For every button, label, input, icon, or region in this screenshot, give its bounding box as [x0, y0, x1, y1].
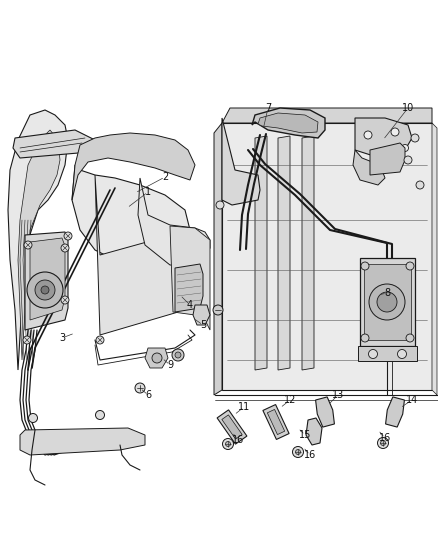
- Circle shape: [175, 352, 181, 358]
- Circle shape: [23, 336, 31, 344]
- Polygon shape: [258, 113, 318, 133]
- Text: 10: 10: [402, 103, 414, 113]
- Circle shape: [96, 336, 104, 344]
- Polygon shape: [353, 150, 385, 185]
- Polygon shape: [13, 130, 95, 158]
- Circle shape: [41, 286, 49, 294]
- Circle shape: [398, 350, 406, 359]
- Polygon shape: [360, 258, 415, 346]
- Polygon shape: [385, 397, 404, 427]
- Circle shape: [404, 156, 412, 164]
- Circle shape: [381, 440, 385, 446]
- Polygon shape: [72, 133, 195, 200]
- Polygon shape: [267, 409, 285, 434]
- Circle shape: [35, 280, 55, 300]
- Circle shape: [223, 439, 233, 449]
- Polygon shape: [18, 130, 60, 360]
- Text: 6: 6: [145, 390, 151, 400]
- Circle shape: [368, 350, 378, 359]
- Circle shape: [172, 349, 184, 361]
- Circle shape: [64, 232, 72, 240]
- Circle shape: [369, 284, 405, 320]
- Text: 8: 8: [384, 288, 390, 298]
- Polygon shape: [255, 136, 267, 370]
- Circle shape: [296, 449, 300, 455]
- Circle shape: [402, 144, 409, 151]
- Polygon shape: [30, 238, 65, 320]
- Text: 15: 15: [299, 430, 311, 440]
- Polygon shape: [138, 178, 210, 265]
- Text: 1: 1: [145, 187, 151, 197]
- Polygon shape: [358, 346, 417, 361]
- Circle shape: [361, 334, 369, 342]
- Polygon shape: [222, 108, 432, 123]
- Circle shape: [364, 131, 372, 139]
- Circle shape: [226, 441, 230, 447]
- Text: 2: 2: [162, 172, 168, 182]
- Polygon shape: [222, 118, 260, 205]
- Polygon shape: [222, 415, 242, 439]
- Polygon shape: [8, 110, 68, 370]
- Polygon shape: [263, 405, 289, 440]
- Polygon shape: [222, 123, 432, 390]
- Text: 3: 3: [59, 333, 65, 343]
- Text: 16: 16: [232, 435, 244, 445]
- Polygon shape: [175, 264, 203, 312]
- Text: 16: 16: [304, 450, 316, 460]
- Polygon shape: [217, 410, 247, 444]
- Circle shape: [28, 414, 38, 423]
- Circle shape: [411, 134, 419, 142]
- Circle shape: [213, 305, 223, 315]
- Text: 11: 11: [238, 402, 250, 412]
- Text: 14: 14: [406, 395, 418, 405]
- Polygon shape: [25, 232, 68, 330]
- Polygon shape: [316, 397, 335, 427]
- Circle shape: [293, 447, 304, 457]
- Polygon shape: [306, 418, 322, 445]
- Text: 9: 9: [167, 360, 173, 370]
- Circle shape: [406, 262, 414, 270]
- Polygon shape: [370, 143, 405, 175]
- Polygon shape: [72, 165, 195, 265]
- Polygon shape: [214, 123, 222, 395]
- Circle shape: [152, 353, 162, 363]
- Polygon shape: [364, 264, 411, 340]
- Circle shape: [391, 128, 399, 136]
- Polygon shape: [302, 136, 314, 370]
- Text: 5: 5: [200, 320, 206, 330]
- Polygon shape: [193, 305, 210, 325]
- Polygon shape: [278, 136, 290, 370]
- Text: 16: 16: [379, 433, 391, 443]
- Circle shape: [61, 296, 69, 304]
- Polygon shape: [170, 226, 210, 330]
- Polygon shape: [252, 108, 325, 138]
- Circle shape: [378, 438, 389, 448]
- Circle shape: [416, 181, 424, 189]
- Text: 12: 12: [284, 395, 296, 405]
- Text: 4: 4: [187, 300, 193, 310]
- Polygon shape: [145, 348, 168, 368]
- Polygon shape: [20, 428, 145, 455]
- Circle shape: [27, 272, 63, 308]
- Polygon shape: [432, 123, 437, 395]
- Polygon shape: [355, 118, 412, 158]
- Circle shape: [135, 383, 145, 393]
- Polygon shape: [95, 175, 195, 335]
- Circle shape: [216, 201, 224, 209]
- Circle shape: [95, 410, 105, 419]
- Circle shape: [406, 334, 414, 342]
- Circle shape: [24, 241, 32, 249]
- Text: 13: 13: [332, 390, 344, 400]
- Circle shape: [377, 292, 397, 312]
- Text: 7: 7: [265, 103, 271, 113]
- Circle shape: [61, 244, 69, 252]
- Circle shape: [361, 262, 369, 270]
